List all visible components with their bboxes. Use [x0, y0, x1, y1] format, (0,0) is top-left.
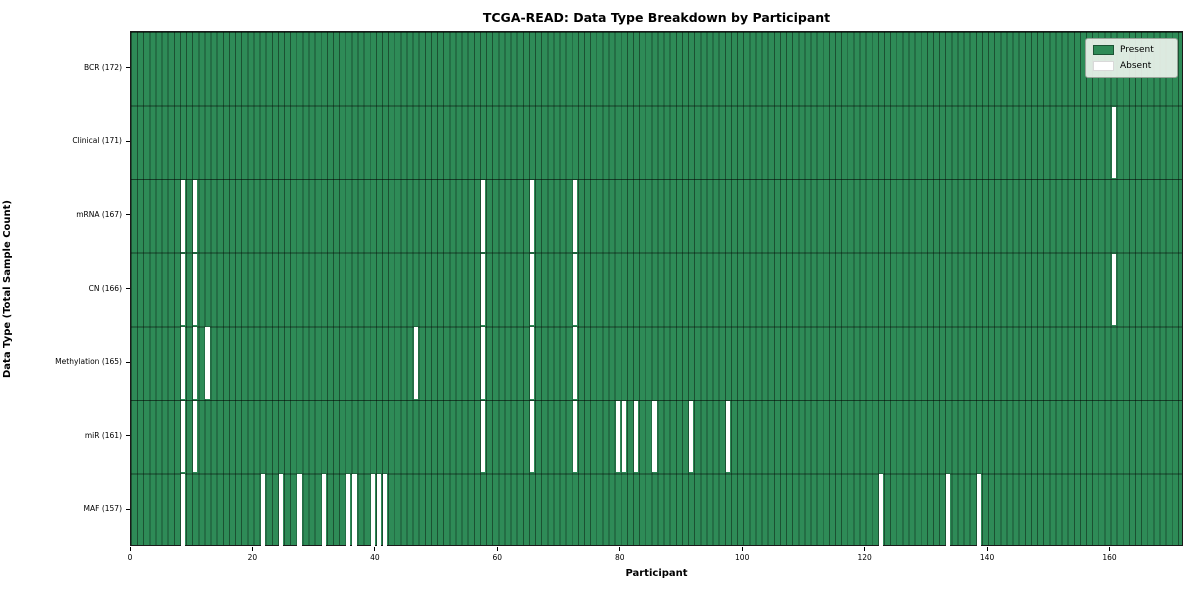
absent-cell	[370, 474, 375, 546]
absent-cell	[572, 327, 577, 399]
absent-cell	[260, 474, 265, 546]
legend-absent-label: Absent	[1120, 61, 1152, 71]
x-axis-label: Participant	[625, 568, 688, 579]
y-tick-label-BCR: BCR (172)	[83, 62, 122, 72]
absent-cell	[383, 474, 388, 546]
absent-cell	[976, 474, 982, 546]
absent-cell	[878, 474, 884, 546]
x-tick-mark	[251, 547, 253, 551]
absent-cell	[413, 327, 418, 399]
absent-cell	[529, 400, 535, 473]
absent-cell	[1111, 253, 1116, 326]
y-tick-label-MAF: MAF (157)	[83, 504, 122, 514]
legend-entry-absent: Absent	[1093, 61, 1169, 71]
absent-cell	[480, 180, 486, 252]
y-tick-mark	[126, 361, 130, 363]
chart-title: TCGA-READ: Data Type Breakdown by Partic…	[482, 10, 831, 25]
x-tick-mark	[741, 547, 743, 551]
absent-cell	[193, 327, 198, 399]
x-tick-label: 20	[247, 553, 258, 562]
absent-cell	[180, 327, 186, 399]
absent-cell	[480, 253, 486, 326]
absent-cell	[572, 253, 577, 326]
absent-cell	[180, 253, 186, 326]
absent-cell	[1111, 106, 1116, 179]
y-tick-label-miR: miR (161)	[84, 430, 122, 440]
absent-cell	[180, 400, 186, 473]
y-tick-mark	[126, 288, 130, 289]
absent-cell	[652, 400, 657, 473]
absent-cell	[205, 327, 210, 399]
x-tick-label: 160	[1102, 553, 1117, 562]
legend-present-swatch	[1093, 45, 1114, 55]
x-tick-label: 40	[370, 553, 380, 562]
absent-cell	[615, 400, 620, 473]
y-tick-mark	[126, 67, 130, 69]
x-tick-mark	[986, 547, 988, 551]
x-tick-label: 60	[492, 553, 503, 562]
absent-cell	[346, 474, 351, 546]
absent-cell	[193, 180, 198, 252]
x-tick-label: 120	[857, 553, 872, 562]
absent-cell	[529, 180, 535, 252]
absent-cell	[321, 474, 326, 546]
y-tick-label-CN: CN (166)	[88, 283, 122, 293]
absent-cell	[529, 327, 535, 399]
x-tick-mark	[619, 547, 621, 551]
y-tick-label-Clinical: Clinical (171)	[72, 136, 122, 146]
y-tick-mark	[126, 435, 130, 437]
absent-cell	[572, 180, 577, 252]
x-tick-mark	[374, 547, 376, 551]
absent-cell	[278, 474, 284, 546]
absent-cell	[725, 400, 731, 473]
absent-cell	[376, 474, 382, 546]
absent-cell	[180, 474, 186, 546]
absent-cell	[193, 253, 198, 326]
y-tick-label-Methylation: Methylation (165)	[55, 357, 122, 367]
absent-cell	[180, 180, 186, 252]
x-tick-mark	[1109, 547, 1111, 551]
absent-cell	[480, 327, 486, 399]
absent-cell	[621, 400, 626, 473]
absent-cell	[572, 400, 577, 473]
absent-cell	[634, 400, 639, 473]
legend-absent-swatch	[1093, 61, 1114, 71]
absent-cell	[946, 474, 951, 546]
y-tick-mark	[126, 214, 130, 216]
y-tick-mark	[126, 508, 130, 510]
x-tick-label: 100	[735, 553, 750, 562]
legend-present-label: Present	[1120, 45, 1154, 55]
legend: Present Absent	[1085, 38, 1178, 78]
x-tick-label: 80	[614, 553, 625, 562]
absent-cell	[480, 400, 486, 473]
y-tick-label-mRNA: mRNA (167)	[76, 209, 122, 219]
x-tick-label: 0	[127, 553, 133, 562]
x-tick-label: 140	[979, 553, 995, 562]
absent-cell	[689, 400, 694, 473]
legend-entry-present: Present	[1093, 45, 1169, 55]
absent-cell	[193, 400, 198, 473]
heatmap-plot	[130, 31, 1183, 546]
x-tick-mark	[129, 547, 131, 551]
absent-cell	[352, 474, 357, 546]
x-tick-mark	[496, 547, 498, 551]
x-tick-mark	[864, 547, 866, 551]
absent-cell	[297, 474, 302, 546]
absent-cell	[529, 253, 535, 326]
y-tick-mark	[126, 140, 130, 142]
